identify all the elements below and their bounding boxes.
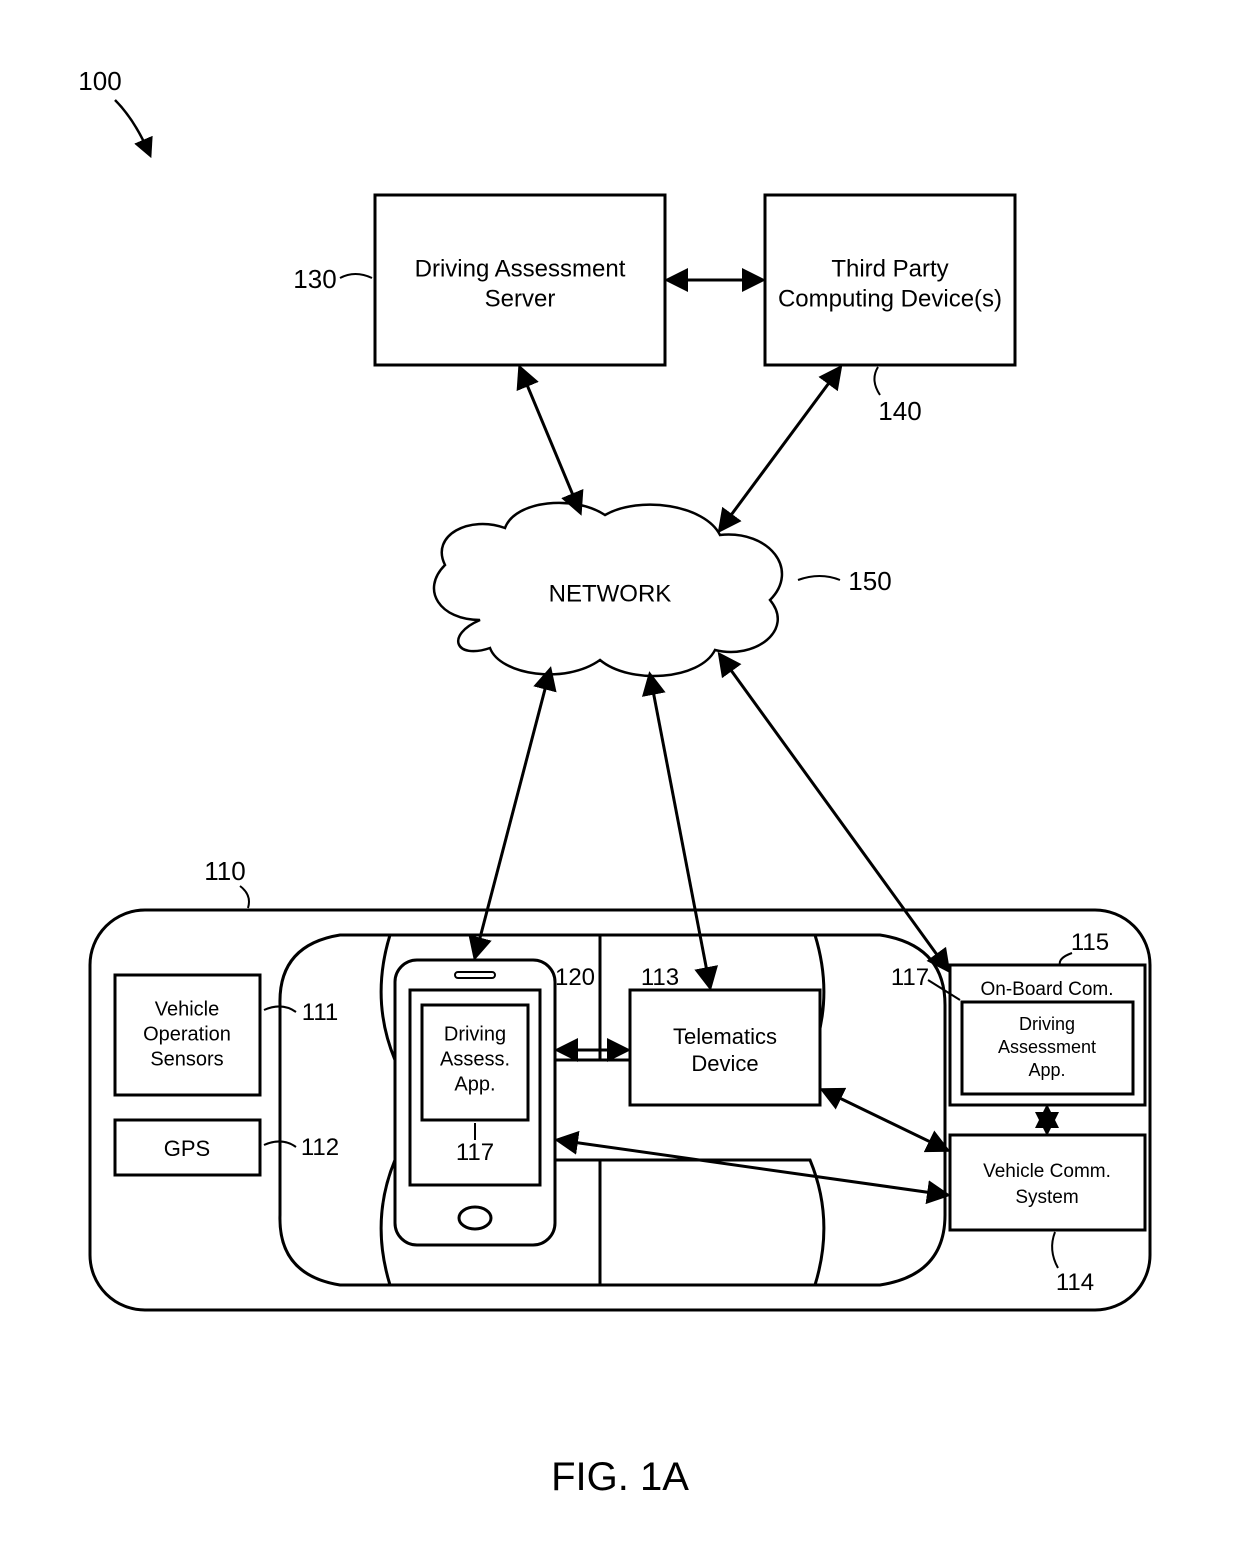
third-party-label-2: Computing Device(s) — [778, 285, 1002, 312]
ref-117-phone: 117 — [456, 1139, 494, 1166]
gps-label: GPS — [164, 1136, 210, 1161]
vcomm-l1: Vehicle Comm. — [983, 1161, 1111, 1182]
telematics-l2: Device — [691, 1051, 758, 1076]
ref-140-leader — [874, 367, 880, 395]
ref-110-leader — [240, 886, 249, 908]
ref-140: 140 — [878, 396, 921, 426]
diagram-svg: 100 Driving Assessment Server 130 Third … — [0, 0, 1240, 1564]
server-label-2: Server — [485, 285, 556, 312]
ref-100-arrow — [115, 100, 150, 155]
server-label-1: Driving Assessment — [415, 255, 626, 282]
phone — [395, 960, 555, 1245]
ref-113: 113 — [641, 964, 679, 991]
onboard-app-l1: Driving — [1019, 1014, 1075, 1034]
telematics-l1: Telematics — [673, 1024, 777, 1049]
figure-caption: FIG. 1A — [551, 1455, 689, 1499]
vos-l3: Sensors — [150, 1048, 223, 1070]
ref-130-leader — [340, 274, 372, 278]
onboard-app-l2: Assessment — [998, 1037, 1096, 1057]
arrow-server-network — [520, 368, 580, 512]
ref-114: 114 — [1056, 1269, 1094, 1296]
ref-112: 112 — [301, 1134, 339, 1161]
phone-app-l1: Driving — [444, 1023, 506, 1045]
third-party-label-1: Third Party — [831, 255, 948, 282]
vcomm-l2: System — [1015, 1187, 1078, 1208]
vos-l1: Vehicle — [155, 998, 220, 1020]
network-label: NETWORK — [549, 580, 672, 607]
ref-150-leader — [798, 576, 840, 580]
onboard-label: On-Board Com. — [980, 979, 1113, 1000]
ref-130: 130 — [293, 264, 336, 294]
ref-150: 150 — [848, 566, 891, 596]
ref-120: 120 — [555, 964, 595, 991]
ref-110: 110 — [204, 856, 245, 886]
arrow-thirdparty-network — [720, 368, 840, 530]
ref-111: 111 — [302, 999, 338, 1026]
vcomm-box — [950, 1135, 1145, 1230]
vos-l2: Operation — [143, 1023, 231, 1045]
phone-app-l2: Assess. — [440, 1048, 510, 1070]
onboard-app-l3: App. — [1028, 1060, 1065, 1080]
ref-117-right: 117 — [891, 964, 929, 991]
ref-100: 100 — [78, 66, 121, 96]
phone-app-l3: App. — [454, 1073, 495, 1095]
ref-115: 115 — [1071, 929, 1109, 956]
